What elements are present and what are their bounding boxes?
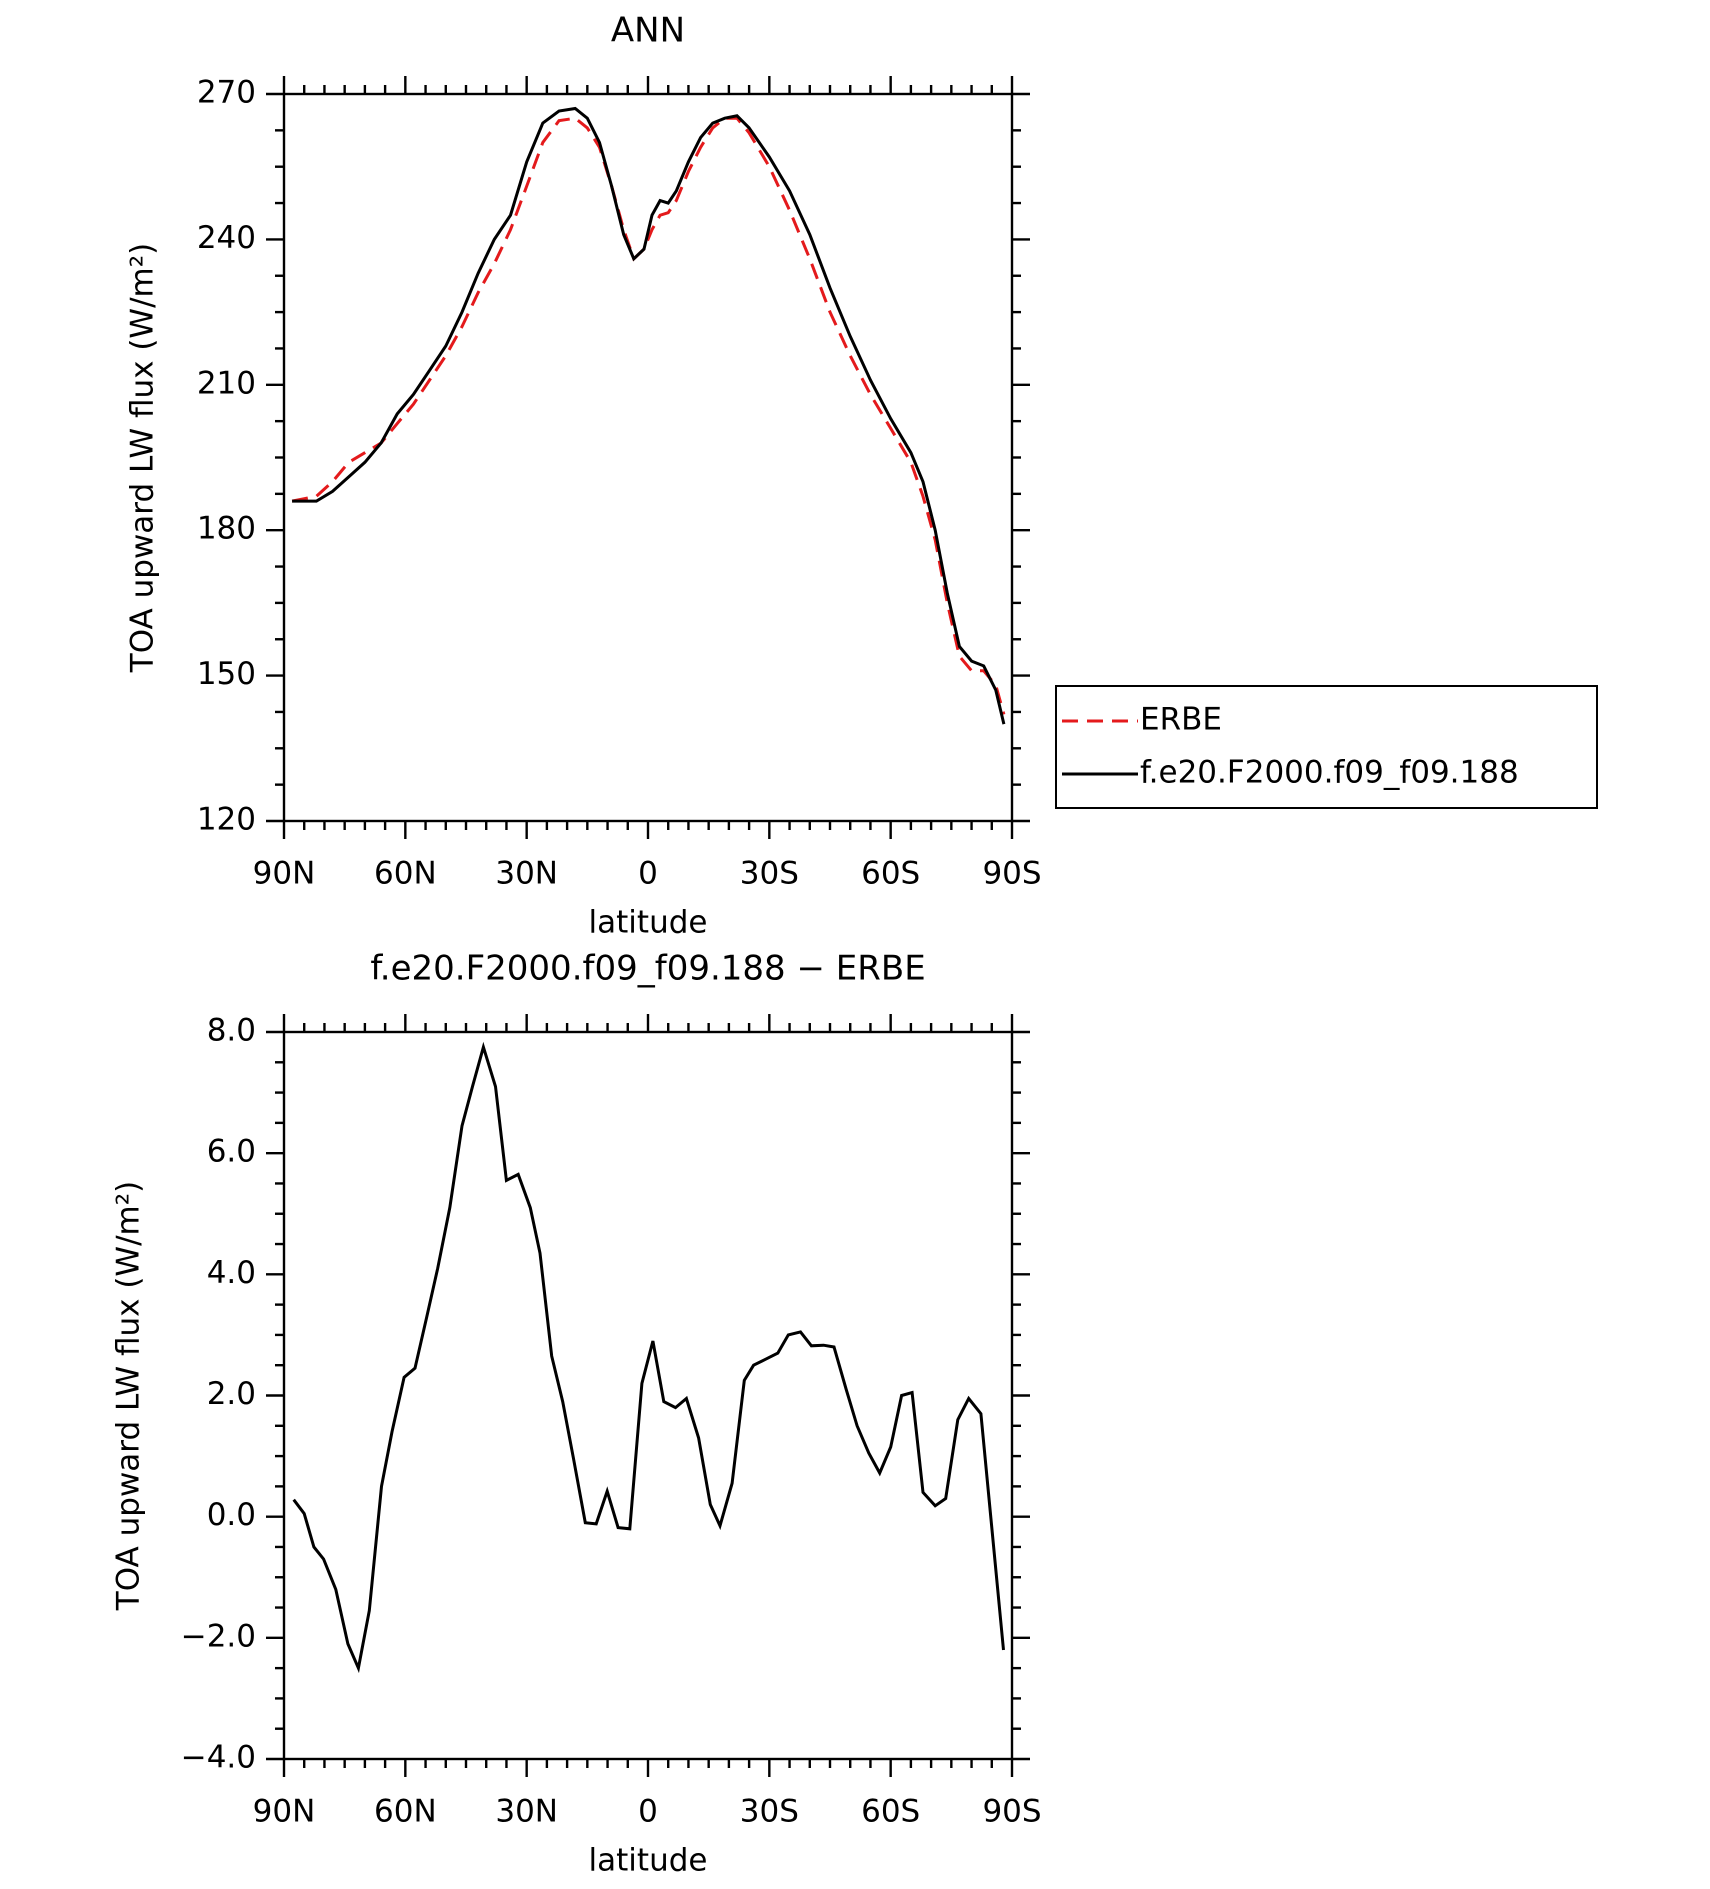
x-tick-label: 60N: [374, 856, 437, 892]
y-tick-label: 210: [197, 365, 256, 401]
y-tick-label: 4.0: [207, 1255, 256, 1291]
y-tick-label: 120: [197, 802, 256, 838]
chart-title: ANN: [611, 11, 685, 51]
legend-label: f.e20.F2000.f09_f09.188: [1140, 755, 1519, 791]
x-tick-label: 30S: [740, 1794, 799, 1830]
x-tick-label: 60S: [861, 1794, 920, 1830]
data-line: [292, 106, 1006, 725]
data-line: [291, 116, 1006, 715]
x-tick-label: 0: [638, 856, 658, 892]
y-tick-label: 270: [197, 75, 256, 111]
y-tick-label: −2.0: [181, 1618, 256, 1654]
x-tick-label: 90N: [253, 1794, 316, 1830]
x-tick-label: 60N: [374, 1794, 437, 1830]
x-tick-label: 0: [638, 1794, 658, 1830]
x-tick-label: 30N: [495, 856, 558, 892]
legend-box: [1055, 685, 1598, 809]
x-tick-label: 90N: [253, 856, 316, 892]
y-tick-label: 8.0: [207, 1013, 256, 1049]
y-axis-label: TOA upward LW flux (W/m²): [111, 1181, 147, 1611]
y-tick-label: 240: [197, 220, 256, 256]
x-tick-label: 90S: [982, 1794, 1041, 1830]
plot-frame: [282, 92, 1014, 823]
y-tick-label: 150: [197, 656, 256, 692]
x-tick-label: 30N: [495, 1794, 558, 1830]
x-axis-label: latitude: [589, 1843, 708, 1879]
data-line: [292, 1041, 1005, 1674]
legend-label: ERBE: [1140, 702, 1222, 738]
y-axis-label: TOA upward LW flux (W/m²): [125, 243, 161, 673]
x-tick-label: 90S: [982, 856, 1041, 892]
x-tick-label: 60S: [861, 856, 920, 892]
y-tick-label: 6.0: [207, 1134, 256, 1170]
chart-title: f.e20.F2000.f09_f09.188 − ERBE: [370, 949, 925, 989]
x-axis-label: latitude: [589, 905, 708, 941]
y-tick-label: 180: [197, 511, 256, 547]
y-tick-label: −4.0: [181, 1740, 256, 1776]
x-tick-label: 30S: [740, 856, 799, 892]
y-tick-label: 0.0: [207, 1497, 256, 1533]
y-tick-label: 2.0: [207, 1376, 256, 1412]
